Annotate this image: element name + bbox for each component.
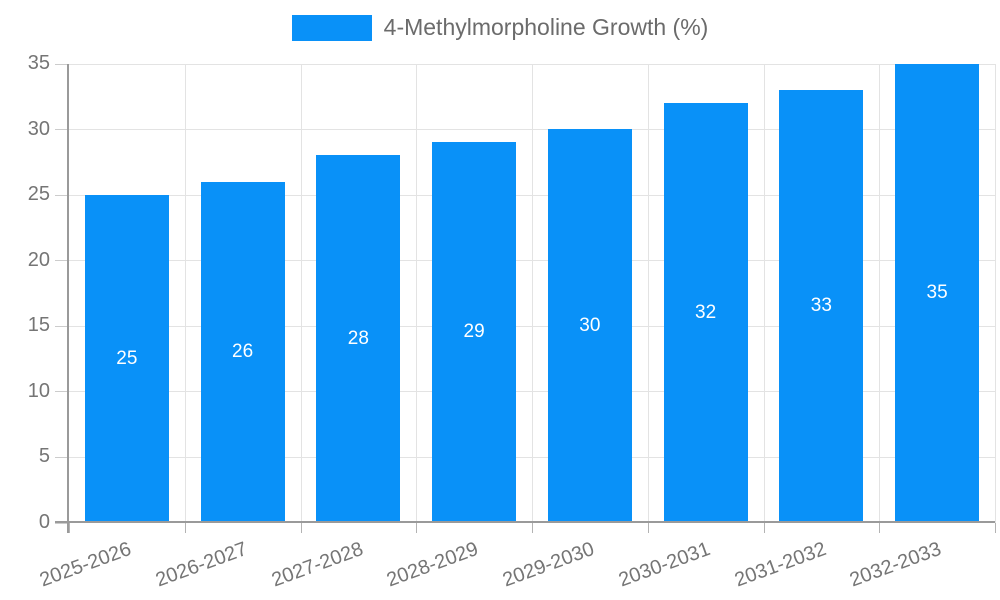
y-axis-tick bbox=[55, 522, 69, 524]
bar-2028-2029[interactable]: 29 bbox=[432, 142, 517, 523]
x-axis-tick bbox=[879, 522, 881, 533]
y-axis-label: 35 bbox=[27, 52, 50, 74]
bar-value-label: 30 bbox=[579, 314, 601, 336]
x-axis-tick bbox=[995, 522, 996, 533]
y-axis-tick bbox=[55, 260, 69, 262]
bar-2032-2033[interactable]: 35 bbox=[895, 63, 980, 523]
y-axis-tick bbox=[55, 456, 69, 458]
y-axis-tick bbox=[55, 325, 69, 327]
x-gridline bbox=[300, 63, 302, 523]
bar-2031-2032[interactable]: 33 bbox=[779, 89, 864, 523]
x-gridline bbox=[184, 63, 186, 523]
y-axis-label: 30 bbox=[27, 117, 50, 140]
bar-2026-2027[interactable]: 26 bbox=[200, 181, 285, 523]
y-axis-label: 20 bbox=[27, 248, 50, 271]
bar-2029-2030[interactable]: 30 bbox=[547, 129, 632, 523]
y-axis-tick bbox=[55, 194, 69, 196]
y-axis-tick bbox=[55, 391, 69, 393]
x-axis-tick bbox=[416, 522, 418, 533]
bar-value-label: 25 bbox=[116, 347, 138, 369]
y-axis-tick bbox=[55, 63, 69, 65]
x-axis-label: 2031-2032 bbox=[731, 538, 829, 592]
x-axis-tick bbox=[763, 522, 765, 533]
x-axis-label: 2029-2030 bbox=[499, 538, 598, 592]
bar-value-label: 28 bbox=[347, 327, 369, 349]
bar-value-label: 26 bbox=[232, 341, 254, 362]
bar-2025-2026[interactable]: 25 bbox=[84, 194, 169, 523]
bar-value-label: 33 bbox=[810, 295, 832, 317]
x-axis-line bbox=[55, 521, 995, 523]
y-axis-tick bbox=[55, 129, 69, 131]
x-gridline bbox=[763, 63, 765, 523]
x-axis-label: 2026-2027 bbox=[152, 538, 251, 592]
x-axis-tick bbox=[532, 522, 533, 533]
x-axis-label: 2027-2028 bbox=[268, 538, 366, 592]
x-gridline bbox=[647, 63, 649, 523]
x-gridline bbox=[879, 63, 881, 523]
bar-2030-2031[interactable]: 32 bbox=[663, 102, 748, 523]
legend-label: 4-Methylmorpholine Growth (%) bbox=[383, 14, 709, 40]
x-axis-label: 2030-2031 bbox=[615, 538, 714, 592]
x-gridline bbox=[532, 63, 533, 523]
x-axis-label: 2028-2029 bbox=[384, 538, 482, 592]
y-axis-label: 0 bbox=[38, 511, 50, 533]
x-gridline bbox=[995, 63, 996, 523]
bar-value-label: 32 bbox=[695, 301, 717, 323]
x-axis-tick bbox=[647, 522, 649, 533]
bar-value-label: 29 bbox=[463, 321, 485, 343]
y-axis-label: 25 bbox=[27, 183, 50, 206]
y-axis-line bbox=[67, 63, 69, 533]
y-axis-label: 10 bbox=[27, 379, 50, 402]
legend-item[interactable]: 4-Methylmorpholine Growth (%) bbox=[291, 14, 709, 41]
y-axis-label: 5 bbox=[38, 445, 50, 468]
x-axis-tick bbox=[69, 522, 70, 533]
x-axis-tick bbox=[300, 522, 302, 533]
x-gridline bbox=[416, 63, 418, 523]
x-axis-label: 2025-2026 bbox=[36, 538, 135, 592]
y-axis-label: 15 bbox=[27, 314, 50, 337]
legend: 4-Methylmorpholine Growth (%) bbox=[0, 14, 1000, 41]
bar-value-label: 35 bbox=[926, 282, 948, 303]
bar-2027-2028[interactable]: 28 bbox=[316, 155, 401, 523]
x-axis-tick bbox=[184, 522, 186, 533]
legend-swatch-icon bbox=[291, 14, 372, 41]
x-axis-label: 2032-2033 bbox=[847, 538, 945, 592]
